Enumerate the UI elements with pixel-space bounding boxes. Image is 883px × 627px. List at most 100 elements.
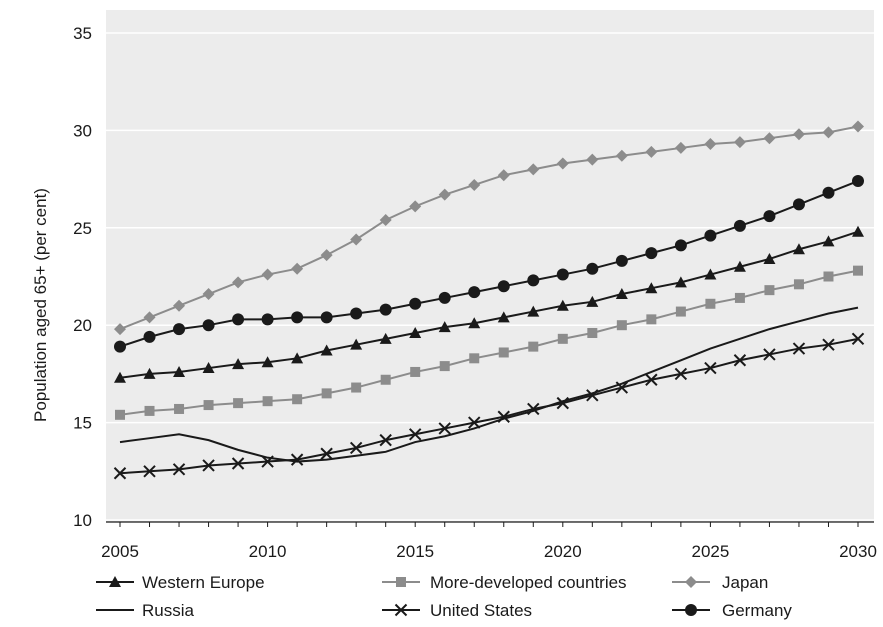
data-point-germany	[792, 198, 805, 211]
data-point-more-developed-countries	[321, 388, 332, 399]
data-point-western-europe	[527, 305, 540, 317]
series-russia	[119, 306, 859, 463]
data-point-united-states	[468, 416, 481, 429]
data-point-united-states	[556, 396, 570, 410]
data-point-more-developed-countries	[498, 347, 509, 358]
series-more-developed-countries	[115, 265, 863, 420]
data-point-japan	[320, 249, 333, 262]
legend-item-united-states: United States	[382, 601, 532, 620]
x-tick-label: 2030	[839, 542, 877, 561]
x-tick-label: 2005	[101, 542, 139, 561]
data-point-germany	[586, 262, 599, 275]
data-point-united-states	[438, 422, 451, 435]
data-point-more-developed-countries	[734, 292, 745, 303]
data-point-more-developed-countries	[793, 279, 804, 290]
data-point-japan	[291, 262, 304, 275]
data-point-germany	[733, 219, 746, 232]
data-point-japan	[527, 163, 540, 176]
legend-item-western-europe: Western Europe	[96, 573, 265, 592]
data-point-western-europe	[379, 332, 392, 344]
data-point-germany	[674, 239, 687, 252]
data-point-germany	[173, 323, 186, 336]
data-point-western-europe	[556, 299, 569, 311]
data-point-germany	[409, 297, 422, 310]
x-tick-label: 2010	[249, 542, 287, 561]
data-point-united-states	[792, 342, 806, 355]
legend-marker	[685, 576, 697, 588]
data-point-japan	[586, 153, 599, 166]
y-tick-label: 15	[73, 414, 92, 433]
series-group	[113, 120, 865, 480]
data-point-germany	[350, 307, 363, 320]
data-point-japan	[645, 145, 658, 158]
data-point-western-europe	[438, 321, 451, 333]
data-point-more-developed-countries	[233, 398, 244, 409]
data-point-germany	[645, 247, 658, 260]
data-point-japan	[615, 149, 628, 162]
data-point-germany	[468, 286, 481, 299]
data-point-more-developed-countries	[705, 298, 716, 309]
data-point-germany	[379, 303, 392, 316]
data-point-germany	[822, 186, 835, 199]
data-point-japan	[232, 276, 245, 289]
data-point-japan	[114, 323, 126, 336]
data-point-more-developed-countries	[292, 394, 303, 405]
data-point-western-europe	[143, 367, 156, 379]
series-line-western-europe	[119, 230, 859, 379]
data-point-japan	[497, 169, 510, 182]
data-point-western-europe	[202, 362, 215, 374]
data-point-more-developed-countries	[410, 366, 421, 377]
legend-marker	[685, 604, 697, 616]
data-point-germany	[852, 175, 864, 188]
data-point-united-states	[645, 373, 658, 386]
data-point-western-europe	[409, 326, 422, 338]
data-point-more-developed-countries	[764, 285, 775, 296]
legend-label: Germany	[722, 601, 792, 620]
x-tick-label: 2025	[691, 542, 729, 561]
legend-label: Russia	[142, 601, 195, 620]
legend-marker	[394, 603, 408, 617]
series-united-states	[113, 332, 865, 480]
data-point-more-developed-countries	[853, 265, 863, 276]
y-tick-label: 25	[73, 219, 92, 238]
data-point-western-europe	[822, 235, 835, 247]
data-point-united-states	[261, 455, 274, 468]
data-point-germany	[704, 229, 717, 242]
data-point-western-europe	[733, 260, 746, 272]
data-point-united-states	[172, 463, 186, 476]
data-point-germany	[527, 274, 540, 287]
data-point-western-europe	[704, 268, 717, 280]
data-point-japan	[733, 136, 746, 149]
data-point-united-states	[497, 410, 510, 423]
data-point-united-states	[113, 467, 127, 480]
data-point-united-states	[231, 457, 245, 470]
data-point-more-developed-countries	[262, 396, 273, 407]
data-point-more-developed-countries	[675, 306, 686, 317]
x-tick-label: 2015	[396, 542, 434, 561]
data-point-japan	[792, 128, 805, 141]
data-point-united-states	[527, 402, 540, 416]
data-point-united-states	[408, 428, 422, 441]
data-point-united-states	[320, 447, 333, 460]
data-point-western-europe	[792, 243, 805, 255]
data-point-united-states	[822, 338, 835, 351]
data-point-more-developed-countries	[439, 361, 450, 372]
data-point-germany	[320, 311, 333, 324]
data-point-germany	[497, 280, 510, 293]
data-point-more-developed-countries	[380, 374, 391, 385]
data-point-germany	[202, 319, 215, 332]
data-point-more-developed-countries	[528, 341, 539, 352]
data-point-japan	[468, 178, 481, 191]
legend-marker	[109, 576, 121, 587]
data-point-germany	[763, 210, 776, 223]
data-point-united-states	[586, 389, 599, 402]
data-point-more-developed-countries	[557, 333, 568, 344]
data-point-united-states	[379, 433, 392, 447]
legend-label: More-developed countries	[430, 573, 627, 592]
data-point-japan	[674, 141, 687, 154]
series-line-russia	[119, 306, 859, 463]
data-point-western-europe	[645, 282, 658, 294]
legend-item-germany: Germany	[672, 601, 792, 620]
data-point-western-europe	[173, 365, 186, 377]
